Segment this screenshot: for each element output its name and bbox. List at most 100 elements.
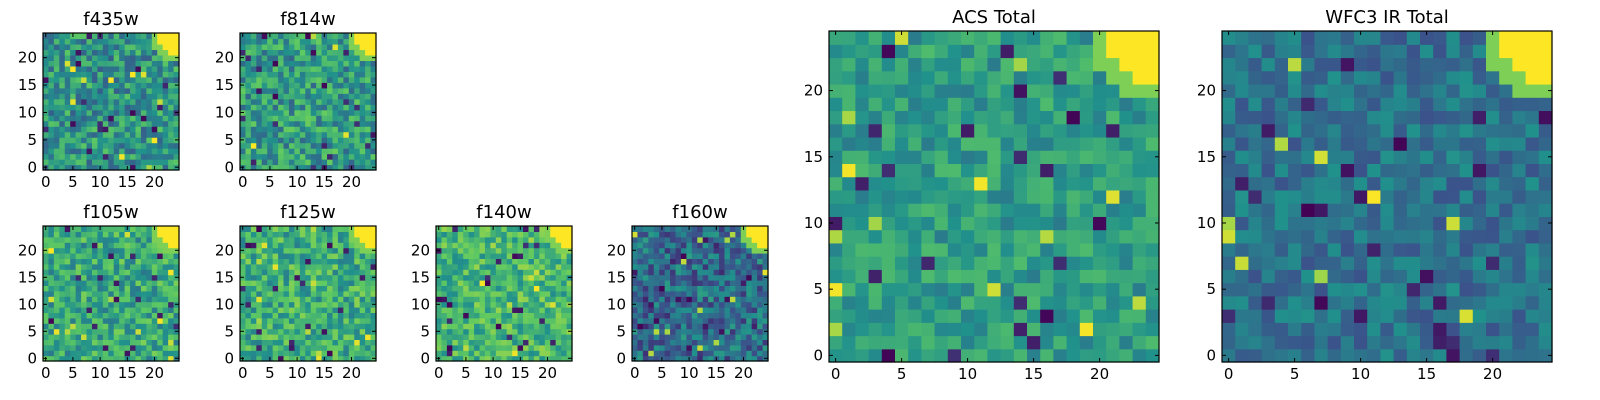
heatmap-cell — [895, 57, 909, 72]
heatmap-cell — [272, 258, 279, 265]
heatmap-cell — [278, 164, 285, 171]
heatmap-cell — [724, 269, 731, 276]
heatmap-cell — [316, 226, 323, 232]
heatmap-cell — [512, 328, 519, 335]
heatmap-cell — [735, 236, 742, 243]
heatmap-cells — [436, 226, 573, 362]
heatmap-cell — [457, 350, 464, 357]
heatmap-cell — [245, 98, 252, 105]
heatmap-cell — [299, 280, 306, 286]
heatmap-cell — [1040, 97, 1054, 112]
heatmap-cell — [708, 263, 715, 270]
heatmap-cell — [256, 54, 263, 61]
heatmap-cell — [495, 247, 502, 254]
heatmap-cell — [452, 263, 459, 270]
heatmap-cell — [457, 290, 464, 297]
heatmap-cell — [348, 296, 355, 303]
heatmap-cell — [751, 258, 758, 265]
heatmap-cell — [343, 307, 350, 313]
heatmap-cell — [517, 317, 524, 324]
heatmap-cell — [675, 344, 682, 351]
heatmap-cell — [1354, 256, 1368, 270]
heatmap-cell — [632, 296, 639, 303]
heatmap-cell — [108, 290, 115, 297]
heatmap-cell — [1393, 282, 1408, 297]
heatmap-cell — [337, 323, 344, 330]
heatmap-cell — [359, 131, 366, 138]
heatmap-cell — [337, 49, 344, 56]
heatmap-cell — [691, 307, 698, 313]
heatmap-cell — [283, 242, 290, 249]
heatmap-cell — [157, 142, 164, 149]
heatmap-cell — [48, 280, 55, 286]
heatmap-cell — [708, 247, 715, 254]
heatmap-cell — [135, 120, 142, 127]
heatmap-cell — [162, 82, 169, 89]
heatmap-cell — [528, 258, 535, 265]
heatmap-cell — [757, 226, 764, 232]
heatmap-cell — [653, 253, 660, 259]
heatmap-cell — [523, 236, 530, 243]
heatmap-cell — [528, 296, 535, 303]
heatmap-cell — [119, 269, 126, 276]
heatmap-cell — [86, 164, 93, 171]
heatmap-cell — [550, 247, 557, 254]
heatmap-cell — [130, 231, 137, 238]
heatmap-cell — [539, 236, 546, 243]
heatmap-cell — [506, 236, 513, 243]
heatmap-cell — [974, 256, 988, 270]
heatmap-cell — [1472, 335, 1487, 350]
heatmap-cell — [1393, 176, 1408, 191]
heatmap-cell — [348, 142, 355, 149]
heatmap-cell — [348, 159, 355, 166]
heatmap-cell — [365, 120, 372, 127]
heatmap-cell — [354, 115, 361, 122]
heatmap-cell — [294, 263, 301, 270]
heatmap-cell — [278, 301, 285, 308]
heatmap-cell — [550, 355, 557, 362]
heatmap-cell — [1406, 309, 1421, 323]
heatmap-cell — [256, 323, 263, 330]
heatmap-cell — [53, 98, 60, 105]
heatmap-cell — [1472, 176, 1487, 191]
heatmap-cell — [124, 247, 131, 254]
heatmap-cell — [653, 312, 660, 319]
heatmap-cell — [343, 312, 350, 319]
heatmap-cell — [337, 82, 344, 89]
heatmap-cell — [1274, 150, 1289, 164]
heatmap-cell — [1420, 295, 1434, 310]
heatmap-cell — [283, 231, 290, 238]
heatmap-cell — [256, 33, 263, 40]
heatmap-cell — [365, 93, 372, 100]
heatmap-cell — [140, 38, 147, 45]
heatmap-cell — [305, 253, 312, 259]
heatmap-cell — [272, 236, 279, 243]
heatmap-cell — [934, 31, 949, 45]
heatmap-cell — [124, 312, 131, 319]
heatmap-cell — [102, 131, 109, 138]
heatmap-cell — [354, 231, 361, 238]
x-tick-label: 10 — [91, 364, 110, 382]
heatmap-cell — [1027, 150, 1041, 164]
heatmap-cell — [550, 350, 557, 357]
heatmap-cell — [642, 280, 649, 286]
heatmap-cell — [463, 323, 470, 330]
heatmap-cell — [151, 258, 158, 265]
heatmap-cell — [1053, 348, 1068, 363]
heatmap-cell — [697, 296, 704, 303]
heatmap-cell — [370, 60, 377, 67]
heatmap-cell — [272, 153, 279, 160]
heatmap-cell — [70, 120, 77, 127]
heatmap-cell — [947, 335, 962, 350]
heatmap-cell — [91, 253, 98, 259]
heatmap-cell — [130, 328, 137, 335]
heatmap-cell — [59, 344, 66, 351]
heatmap-cell — [691, 236, 698, 243]
heatmap-cell — [1248, 282, 1263, 297]
heatmap-cell — [359, 242, 366, 249]
heatmap-cell — [305, 164, 312, 171]
heatmap-cell — [974, 150, 988, 164]
heatmap-cell — [250, 280, 257, 286]
heatmap-cell — [855, 97, 870, 112]
heatmap-cell — [1066, 282, 1081, 297]
